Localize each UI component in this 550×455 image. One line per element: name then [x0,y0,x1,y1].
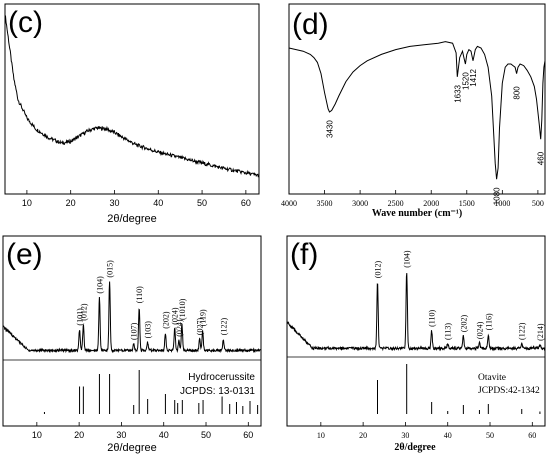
panel-e-x-axis-title: 2θ/degree [107,442,157,454]
panel-e-tick-label: 50 [201,430,211,440]
panel-d-tick-label: 3500 [317,199,333,208]
panel-d-x-axis-title: Wave number (cm⁻¹) [372,208,462,219]
panel-f-xrd: (f) 10 20 30 40 50 60 (012) (104) (110) (113) (20… [286,235,546,453]
ftir-peak-label: 800 [513,86,522,100]
panel-e-reference-card: JCPDS: 13-0131 [180,386,255,397]
miller-index-label: (012) [374,261,383,279]
panel-c-x-axis-title: 2θ/degree [107,213,157,225]
panel-d-tick-label: 1000 [494,199,510,208]
panel-e-peak-labels: (101)(012) (104)(015) (107) (110) (103) (202)… [76,260,229,340]
panel-d-tick-label: 3000 [352,199,368,208]
miller-index-label: (015) [106,260,115,278]
panel-d-tick-label: 2500 [388,199,404,208]
miller-index-label: (122) [518,322,527,340]
panel-f-frame [286,235,546,427]
panel-e-reference-name: Hydrocerussite [188,372,255,383]
panel-c-tick-label: 20 [66,198,76,208]
miller-index-label: (122) [219,318,228,336]
panel-f-tag: (f) [290,238,318,271]
panel-c-xrd: (c) 10 20 30 40 50 60 2θ/degree [4,3,260,225]
ftir-peak-label: 1520 [461,72,470,90]
panel-f-reference-sticks [377,364,541,414]
panel-c-frame [4,3,260,195]
miller-index-label: (110) [428,310,437,327]
panel-f-peak-labels: (012) (104) (110) (113) (202) (024) (116) (122)… [374,250,545,341]
panel-e-tick-label: 20 [74,430,84,440]
panel-e-tag: (e) [6,238,43,271]
panel-f-x-ticks: 10 20 30 40 50 60 [317,422,536,440]
panel-c-tick-label: 40 [153,198,163,208]
miller-index-label: (104) [95,276,104,294]
panel-f-tick-label: 10 [317,431,325,440]
miller-index-label: (110) [135,286,144,303]
panel-f-reference-card: JCPDS:42-1342 [478,386,540,396]
panel-d-tick-label: 500 [532,199,544,208]
panel-d-tick-label: 2000 [423,199,439,208]
ftir-peak-label: 460 [537,151,546,165]
miller-index-label: (012) [79,303,88,321]
panel-c-tick-label: 30 [109,198,119,208]
ftir-peak-label: 1633 [453,84,462,102]
miller-index-label: (107) [130,322,139,340]
miller-index-label: (202) [459,314,468,332]
panel-c-pattern-line [4,15,260,178]
panel-e-tick-label: 30 [116,430,126,440]
panel-d-tick-label: 1500 [459,199,475,208]
miller-index-label: (027) [196,318,205,336]
panel-e-tick-label: 40 [159,430,169,440]
miller-index-label: (024) [175,319,184,337]
miller-index-label: (202) [161,311,170,329]
miller-index-label: (214) [536,323,545,341]
miller-index-label: (103) [144,321,153,339]
panel-d-tick-label: 4000 [281,199,297,208]
panel-d-tag: (d) [292,8,329,41]
panel-d-x-ticks: 4000 3500 3000 2500 2000 1500 1000 500 [281,190,544,208]
panel-f-tick-label: 20 [359,431,367,440]
panel-c-tick-label: 60 [241,198,251,208]
panel-d-frame [288,3,546,195]
panel-e-frame [2,235,262,427]
panel-e-pattern-line [2,281,262,354]
miller-index-label: (116) [484,313,493,330]
miller-index-label: (101) [76,308,85,326]
panel-e-xrd: (e) 10 20 30 40 50 60 (101)(012)(104)(015)(10… [2,235,262,454]
panel-e-tick-label: 60 [243,430,253,440]
panel-e-tick-label: 10 [32,430,42,440]
panel-f-tick-label: 50 [486,431,494,440]
panel-f-tick-label: 60 [528,431,536,440]
panel-e-x-ticks: 10 20 30 40 50 60 [32,422,253,440]
ftir-peak-label: 1080 [493,187,502,205]
panel-e-reference-sticks [43,370,259,414]
panel-f-x-axis-title: 2θ/degree [394,442,436,453]
panel-d-spectrum-line [288,41,546,180]
panel-d-ftir: (d) 4000 3500 3000 2500 2000 1500 1000 500 3430… [281,3,546,219]
panel-c-tick-label: 10 [22,198,32,208]
miller-index-label: (024) [171,307,180,325]
panel-c-tag: (c) [8,6,43,39]
panel-f-tick-label: 30 [401,431,409,440]
miller-index-label: (1010) [178,298,187,320]
panel-c-x-ticks: 10 20 30 40 50 60 [22,190,251,208]
panel-f-reference-name: Otavite [478,373,506,383]
miller-index-label: (024) [475,321,484,339]
panel-f-tick-label: 40 [444,431,452,440]
ftir-peak-label: 3430 [326,120,335,138]
miller-index-label: (104) [403,250,412,268]
miller-index-label: (119) [199,309,208,326]
panel-f-pattern-line [286,273,546,352]
miller-index-label: (113) [444,323,453,340]
panel-c-tick-label: 50 [197,198,207,208]
ftir-peak-label: 1412 [469,68,478,86]
